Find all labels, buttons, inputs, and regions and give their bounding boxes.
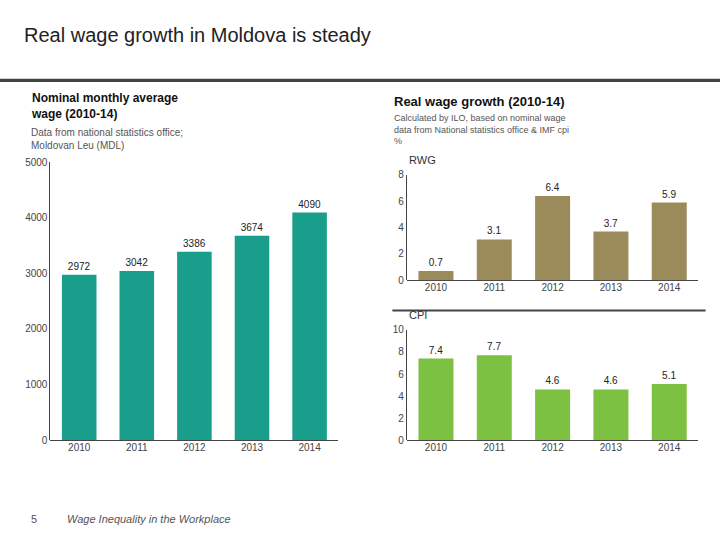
svg-text:2011: 2011 [484,442,506,453]
svg-text:6.4: 6.4 [545,182,559,193]
svg-text:2013: 2013 [241,442,264,453]
svg-text:2013: 2013 [600,442,623,453]
svg-text:2010: 2010 [425,442,448,453]
svg-text:3386: 3386 [183,238,206,249]
svg-text:8: 8 [398,346,404,357]
svg-text:5: 5 [31,513,37,525]
svg-text:2000: 2000 [25,323,48,334]
svg-text:Real wage growth (2010-14): Real wage growth (2010-14) [394,94,565,109]
svg-text:4090: 4090 [298,199,321,210]
svg-text:2010: 2010 [425,282,448,293]
svg-text:1000: 1000 [25,379,48,390]
svg-text:8: 8 [398,169,404,180]
svg-text:3674: 3674 [241,222,264,233]
svg-text:3.7: 3.7 [604,218,618,229]
svg-text:2014: 2014 [298,442,321,453]
svg-text:2012: 2012 [541,442,564,453]
svg-text:RWG: RWG [409,154,436,166]
svg-text:Nominal monthly averagewage (2: Nominal monthly averagewage (2010-14) [31,91,178,121]
svg-text:4: 4 [398,222,404,233]
svg-text:2014: 2014 [658,442,681,453]
svg-text:2012: 2012 [541,282,564,293]
svg-text:2: 2 [398,248,404,259]
svg-text:2013: 2013 [600,282,623,293]
svg-text:Wage Inequality in the Workpla: Wage Inequality in the Workplace [67,513,231,525]
svg-text:6: 6 [398,196,404,207]
svg-text:3000: 3000 [25,268,48,279]
svg-text:2012: 2012 [183,442,206,453]
svg-text:0: 0 [42,435,48,446]
svg-text:3042: 3042 [125,257,148,268]
svg-text:3.1: 3.1 [487,225,501,236]
svg-text:2011: 2011 [484,282,506,293]
svg-text:Calculated by ILO, based on no: Calculated by ILO, based on nominal wage… [394,113,569,146]
svg-text:2010: 2010 [68,442,91,453]
svg-text:4.6: 4.6 [545,375,559,386]
svg-text:5000: 5000 [25,157,48,168]
svg-text:7.7: 7.7 [487,341,501,352]
svg-text:5.9: 5.9 [662,189,676,200]
svg-text:4000: 4000 [25,212,48,223]
svg-text:2972: 2972 [68,261,91,272]
svg-text:0.7: 0.7 [429,257,443,268]
svg-text:0: 0 [398,275,404,286]
svg-text:7.4: 7.4 [429,345,443,356]
svg-text:5.1: 5.1 [662,370,676,381]
svg-text:Data from national statistics: Data from national statistics office;Mol… [31,127,183,151]
svg-text:4: 4 [398,391,404,402]
svg-text:2: 2 [398,413,404,424]
svg-text:6: 6 [398,369,404,380]
svg-text:2014: 2014 [658,282,681,293]
svg-text:2011: 2011 [126,442,148,453]
svg-text:CPI: CPI [409,309,427,321]
svg-text:Real wage growth in Moldova is: Real wage growth in Moldova is steady [24,24,371,46]
svg-text:0: 0 [398,435,404,446]
svg-text:4.6: 4.6 [604,375,618,386]
svg-text:10: 10 [393,324,405,335]
